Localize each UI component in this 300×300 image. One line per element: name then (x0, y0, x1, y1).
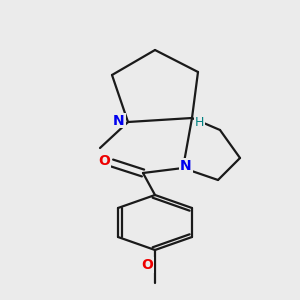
Text: O: O (142, 258, 153, 272)
Text: H: H (195, 116, 204, 129)
Text: N: N (180, 159, 192, 172)
Text: N: N (113, 113, 125, 128)
Text: O: O (99, 154, 110, 168)
